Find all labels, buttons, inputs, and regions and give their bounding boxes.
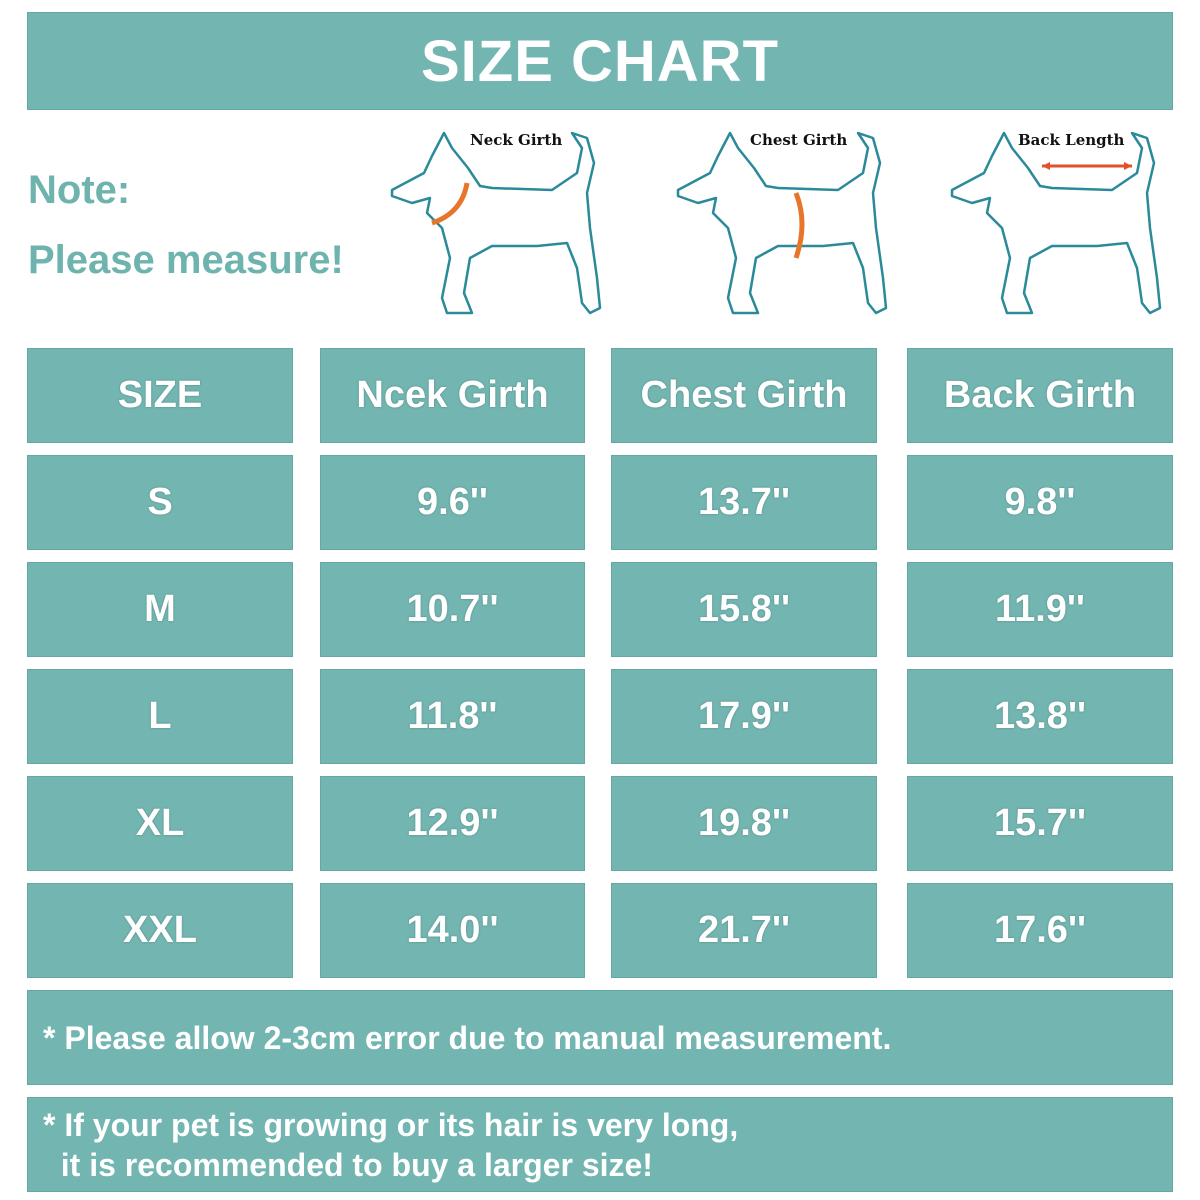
table-cell: 14.0'': [320, 883, 585, 978]
table-header-cell: Ncek Girth: [320, 348, 585, 443]
table-cell: 13.8'': [907, 669, 1173, 764]
table-cell: 15.7'': [907, 776, 1173, 871]
footnote-error: * Please allow 2-3cm error due to manual…: [27, 990, 1173, 1085]
dog-back-length-icon: [950, 131, 1162, 315]
table-cell: 11.8'': [320, 669, 585, 764]
dog-chest-girth-icon: [676, 131, 888, 315]
table-cell: M: [27, 562, 293, 657]
note-text: Please measure!: [28, 238, 344, 282]
table-cell: XXL: [27, 883, 293, 978]
table-cell: 11.9'': [907, 562, 1173, 657]
table-cell: 17.9'': [611, 669, 877, 764]
diagram-label: Chest Girth: [750, 131, 848, 149]
page-title: SIZE CHART: [27, 12, 1173, 110]
table-header-cell: Back Girth: [907, 348, 1173, 443]
table-cell: 9.6'': [320, 455, 585, 550]
note-label: Note:: [28, 168, 131, 212]
dog-neck-girth-icon: [390, 131, 602, 315]
table-cell: 12.9'': [320, 776, 585, 871]
table-header-cell: Chest Girth: [611, 348, 877, 443]
table-cell: XL: [27, 776, 293, 871]
table-cell: S: [27, 455, 293, 550]
table-cell: 13.7'': [611, 455, 877, 550]
footnote-error-text: * Please allow 2-3cm error due to manual…: [43, 1019, 892, 1056]
diagram-label: Back Length: [1018, 131, 1125, 149]
table-cell: 21.7'': [611, 883, 877, 978]
footnote-growing: * If your pet is growing or its hair is …: [27, 1097, 1173, 1192]
footnote-growing-line2: it is recommended to buy a larger size!: [43, 1146, 653, 1183]
table-cell: L: [27, 669, 293, 764]
table-cell: 17.6'': [907, 883, 1173, 978]
table-cell: 19.8'': [611, 776, 877, 871]
footnote-growing-line1: * If your pet is growing or its hair is …: [43, 1106, 739, 1143]
table-cell: 9.8'': [907, 455, 1173, 550]
table-header-cell: SIZE: [27, 348, 293, 443]
table-cell: 10.7'': [320, 562, 585, 657]
diagram-label: Neck Girth: [470, 131, 563, 149]
table-cell: 15.8'': [611, 562, 877, 657]
